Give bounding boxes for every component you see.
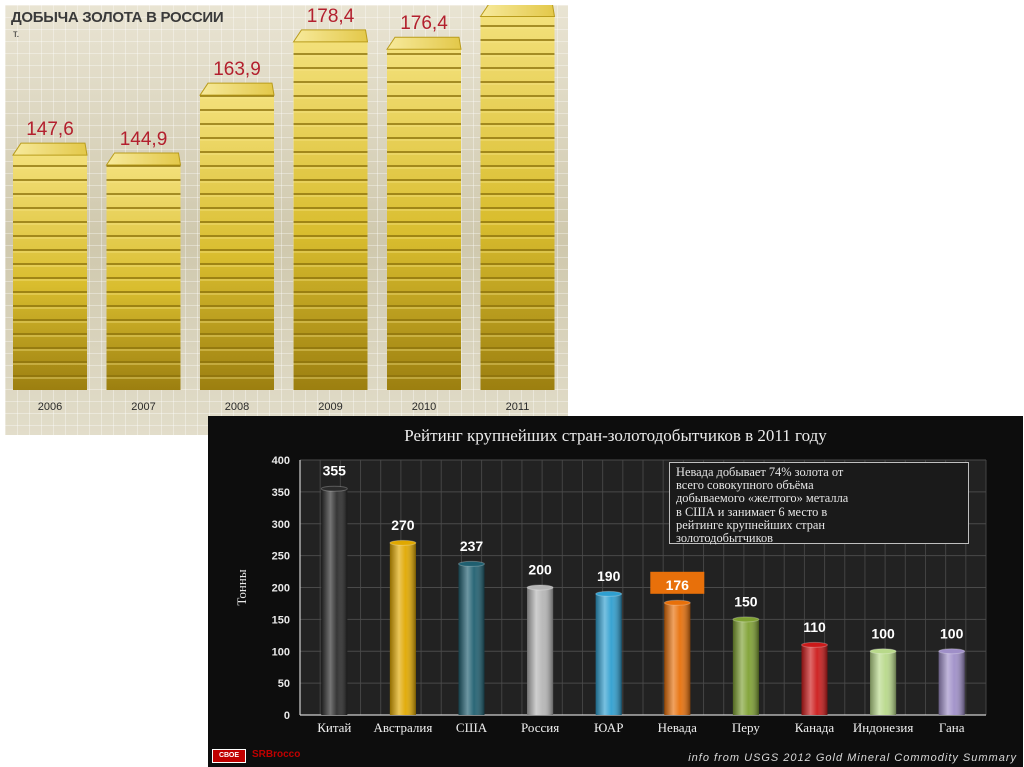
category-label: Гана xyxy=(939,720,965,735)
bar-cap xyxy=(801,641,828,648)
y-tick-label: 0 xyxy=(284,710,290,722)
bar-ЮАР xyxy=(595,590,623,715)
bar-shine xyxy=(527,587,554,715)
y-tick-label: 150 xyxy=(272,614,290,626)
category-label: Перу xyxy=(732,720,760,735)
bar-shine xyxy=(664,602,691,715)
gold-stack-2011: 185,32011 xyxy=(479,5,556,413)
y-tick-label: 200 xyxy=(272,583,290,595)
stack-body xyxy=(293,41,368,390)
value-label: 144,9 xyxy=(120,129,168,150)
value-label: 178,4 xyxy=(307,6,355,27)
stack-top xyxy=(12,142,88,156)
stack-top xyxy=(479,5,556,18)
bar-shine xyxy=(732,619,759,715)
value-label: 110 xyxy=(803,619,826,635)
bar-shine xyxy=(801,644,828,715)
value-label: 190 xyxy=(597,568,621,584)
value-label: 237 xyxy=(460,538,484,554)
bar-Индонезия xyxy=(869,648,897,715)
bar-shine xyxy=(595,593,622,715)
bar-cap xyxy=(389,539,417,546)
stack-top xyxy=(105,152,182,166)
bar-cap xyxy=(732,616,760,623)
value-label: 176,4 xyxy=(400,13,448,34)
category-label: ЮАР xyxy=(594,720,624,735)
year-label: 2007 xyxy=(131,401,155,413)
chart-title: Рейтинг крупнейших стран-золотодобытчико… xyxy=(404,426,827,445)
stack-top xyxy=(386,36,462,50)
bar-shine xyxy=(458,563,485,715)
bar-Перу xyxy=(732,616,760,715)
y-tick-label: 350 xyxy=(272,487,290,499)
bar-cap xyxy=(458,560,485,567)
russia-gold-chart: ДОБЫЧА ЗОЛОТА В РОССИИ т. 147,6 2006 144,9… xyxy=(5,5,568,435)
bar-Канада xyxy=(801,641,828,715)
bar-shine xyxy=(321,488,348,715)
y-tick-label: 300 xyxy=(272,519,290,531)
value-label: 176 xyxy=(666,577,690,593)
category-label: Невада xyxy=(658,720,698,735)
value-label: 147,6 xyxy=(26,119,74,140)
value-label: 200 xyxy=(528,562,552,578)
bar-Гана xyxy=(938,648,966,715)
bar-cap xyxy=(526,584,554,591)
bar-shine xyxy=(870,651,897,715)
bar-Китай xyxy=(320,485,348,715)
bar-Австралия xyxy=(389,539,417,715)
category-label: Индонезия xyxy=(853,720,913,735)
gold-stack-2009: 178,4 2009 xyxy=(292,6,369,413)
world-gold-ranking-chart: Рейтинг крупнейших стран-золотодобытчико… xyxy=(208,416,1023,767)
y-tick-label: 100 xyxy=(272,646,290,658)
stack-body xyxy=(387,49,461,390)
category-label: Китай xyxy=(317,720,351,735)
gold-stack-2008: 163,9 2008 xyxy=(199,59,275,413)
y-tick-label: 400 xyxy=(272,455,290,467)
stack-body xyxy=(13,155,87,390)
bar-cap xyxy=(869,648,897,655)
bar-shine xyxy=(938,651,965,715)
stack-top xyxy=(292,29,369,43)
nevada-annotation: Невада добывает 74% золота от всего сово… xyxy=(669,462,969,545)
russia-gold-plot: 147,6 2006 144,9 2007 163,9 2008 178,4 2009 176,… xyxy=(12,5,556,413)
y-tick-label: 250 xyxy=(272,551,290,563)
stack-body xyxy=(200,95,274,390)
year-label: 2010 xyxy=(412,401,436,413)
value-label: 163,9 xyxy=(213,59,261,80)
logo-text: SRBrocco xyxy=(252,749,301,760)
category-label: Канада xyxy=(795,720,835,735)
y-axis-label: Тонны xyxy=(234,569,249,605)
stack-body xyxy=(480,16,555,391)
value-label: 100 xyxy=(940,625,964,641)
bar-Россия xyxy=(526,584,554,715)
category-label: Австралия xyxy=(373,720,432,735)
bar-cap xyxy=(595,590,623,597)
year-label: 2006 xyxy=(38,401,62,413)
bar-Невада xyxy=(663,599,691,715)
value-label: 355 xyxy=(323,463,347,479)
gold-stack-2006: 147,6 2006 xyxy=(12,119,88,413)
gold-stack-2010: 176,4 2010 xyxy=(386,13,462,413)
y-tick-label: 50 xyxy=(278,678,290,690)
bar-shine xyxy=(389,542,416,715)
chart-title: ДОБЫЧА ЗОЛОТА В РОССИИ xyxy=(11,9,224,26)
logo-badge: СВОЕ xyxy=(212,749,246,763)
bar-США xyxy=(458,560,485,715)
value-label: 150 xyxy=(734,593,758,609)
gold-stack-2007: 144,9 2007 xyxy=(105,129,182,413)
highlight-badge xyxy=(650,571,705,594)
source-note: info from USGS 2012 Gold Mineral Commodi… xyxy=(688,752,1017,764)
year-label: 2011 xyxy=(506,401,530,413)
unit-label: т. xyxy=(13,29,20,40)
value-label: 270 xyxy=(391,517,415,533)
category-label: Россия xyxy=(521,720,559,735)
year-label: 2008 xyxy=(225,401,249,413)
bar-cap xyxy=(938,648,966,655)
category-label: США xyxy=(456,720,488,735)
stack-top xyxy=(199,82,275,96)
year-label: 2009 xyxy=(318,401,342,413)
value-label: 100 xyxy=(871,625,895,641)
bar-cap xyxy=(320,485,348,492)
bar-cap xyxy=(663,599,691,606)
